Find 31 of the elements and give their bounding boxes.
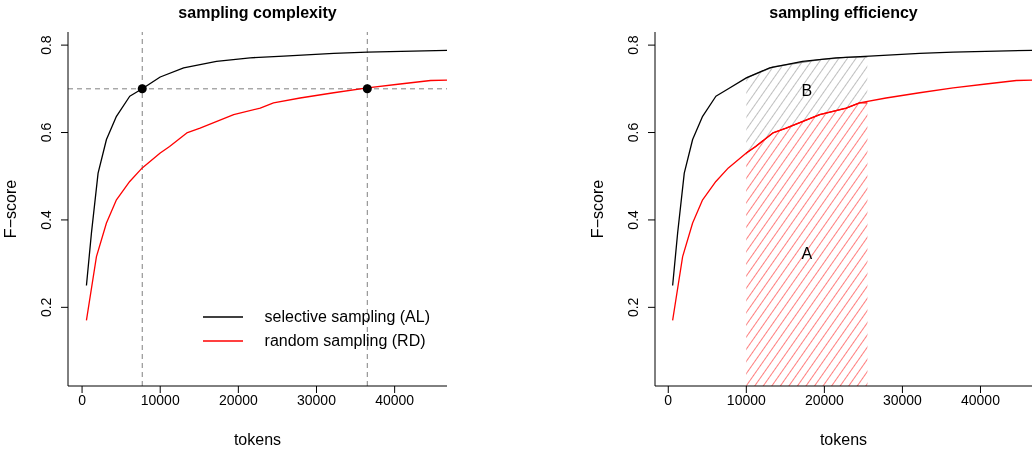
y-tick-label: 0.6	[38, 122, 54, 143]
x-tick-label: 20000	[218, 391, 259, 408]
x-axis-title: tokens	[233, 431, 282, 448]
x-tick-label: 30000	[882, 391, 923, 408]
y-tick-label: 0.8	[38, 35, 54, 55]
x-tick-label: 40000	[375, 391, 415, 408]
y-axis-title: F−score	[1, 179, 19, 239]
line-series	[671, 49, 1032, 287]
line-series	[671, 79, 1032, 322]
x-tick-label: 0	[664, 391, 673, 408]
line-series	[85, 49, 447, 287]
legend-label: random sampling (RD)	[264, 332, 426, 350]
y-tick-label: 0.8	[625, 35, 641, 55]
y-axis-title: F−score	[588, 179, 606, 239]
x-tick-label: 0	[78, 391, 87, 408]
y-tick-label: 0.4	[625, 209, 641, 230]
series-label: B	[801, 82, 813, 100]
y-tick-label: 0.6	[625, 122, 641, 143]
chart-title: sampling complexity	[177, 4, 338, 22]
chart-title: sampling efficiency	[768, 4, 919, 22]
x-axis-title: tokens	[819, 431, 868, 448]
series-label: A	[801, 244, 813, 262]
x-tick-label: 20000	[804, 391, 845, 408]
legend-label: selective sampling (AL)	[264, 308, 430, 326]
y-tick-label: 0.4	[38, 209, 54, 230]
x-tick-label: 10000	[726, 391, 766, 408]
y-tick-label: 0.2	[38, 297, 54, 318]
y-tick-label: 0.2	[625, 297, 641, 318]
x-tick-label: 10000	[140, 391, 180, 408]
x-tick-label: 30000	[297, 391, 337, 408]
x-tick-label: 40000	[961, 391, 1001, 408]
